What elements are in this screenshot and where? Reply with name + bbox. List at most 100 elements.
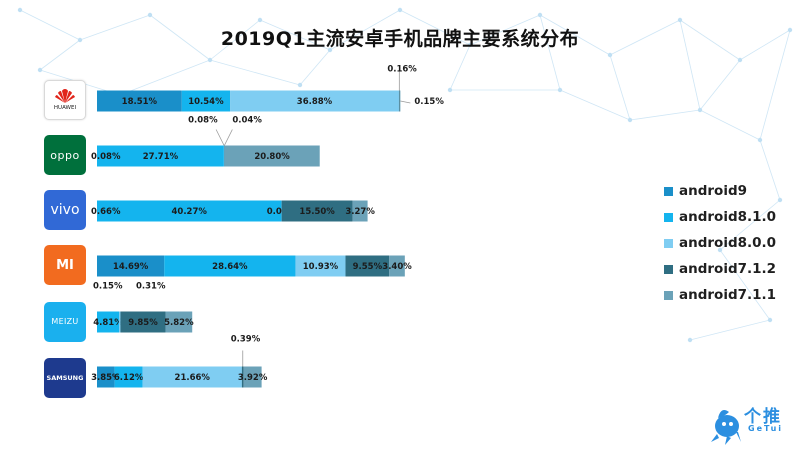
bar-value-label: 9.85% xyxy=(128,318,158,328)
bar-value-label: 14.69% xyxy=(113,262,149,272)
bar-value-label: 18.51% xyxy=(122,97,158,107)
samsung-logo-text: SAMSUNG xyxy=(46,373,84,382)
bar-value-label: 0.08% xyxy=(91,152,121,162)
bar-segment xyxy=(97,255,165,277)
network-line xyxy=(699,59,741,111)
network-line xyxy=(739,29,791,61)
network-node xyxy=(467,42,473,48)
legend-item-android9: android9 xyxy=(664,178,776,204)
network-node xyxy=(257,17,263,23)
bar-segment xyxy=(165,311,193,333)
bar-value-label: 5.82% xyxy=(164,318,194,328)
chart-legend: android9 android8.1.0 android8.0.0 andro… xyxy=(664,178,776,308)
bar-segment xyxy=(345,255,390,277)
bar-segment xyxy=(389,255,405,277)
bar-segment xyxy=(399,90,401,112)
bar-value-label: 4.81% xyxy=(93,318,123,328)
network-line xyxy=(539,14,561,91)
network-line xyxy=(329,9,401,51)
network-node xyxy=(687,337,693,343)
huawei-logo-text: HUAWEI xyxy=(53,105,77,112)
bar-segment xyxy=(230,90,399,112)
network-node xyxy=(767,317,773,323)
vivo-logo: vivo xyxy=(44,190,86,230)
bar-value-label: 28.64% xyxy=(212,262,248,272)
bar-segment xyxy=(142,366,242,388)
bar-segment xyxy=(295,255,346,277)
network-line xyxy=(399,9,471,46)
network-line xyxy=(679,19,741,61)
network-line xyxy=(119,59,211,96)
network-line xyxy=(79,14,151,41)
network-node xyxy=(777,197,783,203)
network-node xyxy=(787,27,793,33)
network-line xyxy=(209,59,301,86)
network-node xyxy=(537,12,543,18)
xiaomi-logo: MI xyxy=(44,245,86,285)
network-line xyxy=(629,109,701,121)
getui-brand-text: 个推 xyxy=(744,407,782,427)
network-node xyxy=(207,57,213,63)
getui-brand-subtext: GeTui xyxy=(748,424,784,433)
network-node xyxy=(757,137,763,143)
callout-value-label: 0.08% xyxy=(188,116,218,126)
callout-value-label: 0.16% xyxy=(387,65,417,75)
network-node xyxy=(737,57,743,63)
network-line xyxy=(539,14,611,56)
network-line xyxy=(689,319,771,341)
bar-value-label: 10.54% xyxy=(188,97,224,107)
network-line xyxy=(759,139,781,201)
network-line xyxy=(759,29,791,141)
legend-label: android7.1.1 xyxy=(679,287,777,303)
meizu-logo-text: MEIZU xyxy=(51,317,79,326)
network-node xyxy=(557,87,563,93)
network-line xyxy=(719,249,771,321)
legend-label: android9 xyxy=(679,183,748,199)
bar-value-label: 10.93% xyxy=(303,262,339,272)
network-node xyxy=(717,247,723,253)
network-line xyxy=(679,19,701,111)
network-line xyxy=(149,14,211,61)
bar-value-label: 15.50% xyxy=(299,207,335,217)
bar-value-label: 40.27% xyxy=(172,207,208,217)
bar-value-label: 6.12% xyxy=(114,373,144,383)
network-line xyxy=(449,44,471,91)
legend-item-android8-0-0: android8.0.0 xyxy=(664,230,776,256)
bar-value-label: 21.66% xyxy=(175,373,211,383)
network-line xyxy=(209,19,261,61)
bar-value-label: 0.66% xyxy=(91,207,121,217)
callout-value-label: 0.15% xyxy=(93,282,123,292)
bar-segment xyxy=(114,366,143,388)
bar-segment xyxy=(97,366,115,388)
network-node xyxy=(77,37,83,43)
vivo-logo-text: vivo xyxy=(50,202,80,218)
bar-value-label: 3.85% xyxy=(91,373,121,383)
network-line xyxy=(559,89,631,121)
network-node xyxy=(677,17,683,23)
network-node xyxy=(147,12,153,18)
network-line xyxy=(259,19,331,51)
oppo-logo: oppo xyxy=(44,135,86,175)
bar-value-label: 36.88% xyxy=(297,97,333,107)
bar-segment xyxy=(97,200,282,222)
meizu-logo: MEIZU xyxy=(44,302,86,342)
bar-value-label: 20.80% xyxy=(254,152,290,162)
callout-value-label: 0.31% xyxy=(136,282,166,292)
network-node xyxy=(327,47,333,53)
callout-value-label: 0.04% xyxy=(232,116,262,126)
bar-segment xyxy=(97,90,182,112)
bar-value-label: 3.40% xyxy=(382,262,412,272)
legend-label: android7.1.2 xyxy=(679,261,777,277)
getui-mascot-icon xyxy=(711,410,741,445)
network-line xyxy=(609,54,631,121)
network-node xyxy=(627,117,633,123)
oppo-logo-text: oppo xyxy=(50,148,80,162)
xiaomi-logo-text: MI xyxy=(56,257,74,273)
network-node xyxy=(697,107,703,113)
network-line xyxy=(19,9,81,41)
bar-segment xyxy=(164,255,296,277)
bar-value-label: 3.27% xyxy=(345,207,375,217)
callout-leader-line xyxy=(215,129,225,146)
legend-item-android8-1-0: android8.1.0 xyxy=(664,204,776,230)
network-node xyxy=(37,67,43,73)
